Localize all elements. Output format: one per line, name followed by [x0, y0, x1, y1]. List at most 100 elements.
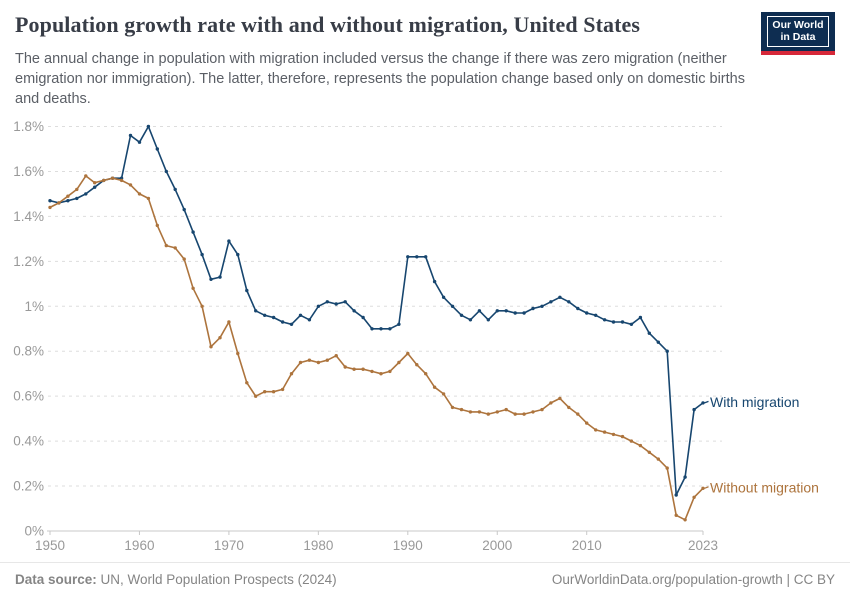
data-point: [289, 322, 294, 326]
data-point: [254, 309, 258, 313]
y-tick-label: 1.4%: [13, 209, 44, 224]
data-point: [325, 300, 329, 304]
data-point: [263, 390, 267, 394]
data-point: [146, 124, 151, 129]
data-point: [638, 315, 643, 320]
chart-header: Population growth rate with and without …: [15, 12, 835, 109]
data-point: [629, 439, 634, 443]
data-point: [576, 412, 580, 416]
data-point: [307, 358, 312, 362]
data-point: [263, 313, 267, 317]
data-point: [611, 320, 616, 324]
data-point: [397, 360, 401, 365]
y-tick-label: 1.2%: [13, 254, 44, 269]
data-point: [450, 304, 455, 308]
data-point: [218, 275, 222, 279]
owid-logo[interactable]: Our World in Data: [761, 12, 835, 55]
data-point: [137, 140, 142, 144]
chart-title: Population growth rate with and without …: [15, 12, 641, 37]
data-point: [549, 401, 553, 405]
data-point: [665, 349, 669, 353]
credit-link[interactable]: OurWorldinData.org/population-growth | C…: [551, 572, 835, 587]
data-point: [75, 187, 79, 192]
data-point: [674, 513, 678, 517]
data-point: [585, 421, 589, 425]
data-point: [495, 410, 499, 414]
data-point: [602, 430, 607, 434]
data-point: [674, 493, 678, 497]
data-point: [182, 207, 186, 212]
data-point: [477, 309, 482, 313]
data-point: [558, 396, 562, 401]
data-point: [245, 288, 249, 293]
data-point: [647, 450, 651, 454]
data-point: [558, 295, 562, 299]
data-point: [271, 315, 276, 320]
data-point: [119, 178, 124, 183]
data-point: [173, 187, 177, 192]
y-tick-label: 1.6%: [13, 164, 44, 179]
data-point: [289, 372, 294, 376]
data-point: [513, 311, 517, 315]
data-point: [531, 410, 535, 414]
data-point: [486, 412, 490, 416]
series-with-migration: [48, 124, 705, 497]
data-point: [567, 405, 571, 410]
data-point: [450, 405, 455, 410]
label-connector: [704, 400, 709, 404]
data-point: [227, 239, 231, 243]
series-end-label[interactable]: With migration: [710, 394, 799, 410]
data-point: [110, 176, 115, 180]
data-point: [432, 279, 437, 284]
data-point: [432, 385, 437, 389]
data-point: [48, 199, 52, 203]
line-chart[interactable]: 0% 0.2% 0.4% 0.6% 0.8% 1% 1.2% 1.4% 1.6% 1.8% 1950…: [0, 112, 850, 562]
data-point: [531, 306, 535, 311]
data-point: [540, 304, 544, 308]
data-point: [361, 367, 365, 371]
data-point: [316, 360, 321, 365]
data-point: [227, 320, 231, 324]
data-point: [441, 392, 446, 396]
series-end-label[interactable]: Without migration: [710, 479, 819, 495]
data-point: [102, 178, 106, 183]
data-point: [334, 302, 338, 306]
data-point: [343, 300, 347, 304]
data-point: [361, 315, 365, 320]
data-point: [513, 412, 517, 416]
label-connector: [704, 486, 709, 489]
data-point: [298, 313, 303, 317]
data-point: [406, 255, 410, 259]
data-point: [370, 327, 374, 331]
data-point: [522, 412, 526, 416]
x-tick-label: 1970: [214, 538, 244, 553]
data-point: [459, 407, 464, 412]
data-point: [334, 354, 338, 358]
data-point: [66, 199, 70, 203]
y-tick-label: 1%: [24, 299, 44, 314]
data-point: [173, 246, 177, 250]
data-source-label: Data source:: [15, 572, 97, 587]
data-point: [280, 320, 285, 324]
data-point: [200, 304, 204, 308]
data-point: [459, 313, 464, 317]
x-tick-label: 1960: [124, 538, 154, 553]
data-point: [576, 306, 580, 311]
data-point: [245, 381, 249, 385]
data-point: [209, 277, 213, 281]
data-point: [155, 223, 159, 228]
data-point: [164, 243, 168, 248]
y-tick-label: 0.8%: [13, 344, 44, 359]
data-point: [236, 252, 240, 257]
data-point: [93, 185, 97, 189]
data-point: [298, 360, 303, 365]
data-point: [692, 407, 696, 412]
y-tick-label: 0.2%: [13, 479, 44, 494]
data-point: [495, 309, 499, 313]
data-point: [236, 351, 240, 356]
y-tick-label: 0%: [24, 524, 44, 539]
data-point: [692, 495, 696, 499]
data-point: [468, 318, 473, 322]
data-point: [93, 181, 97, 185]
